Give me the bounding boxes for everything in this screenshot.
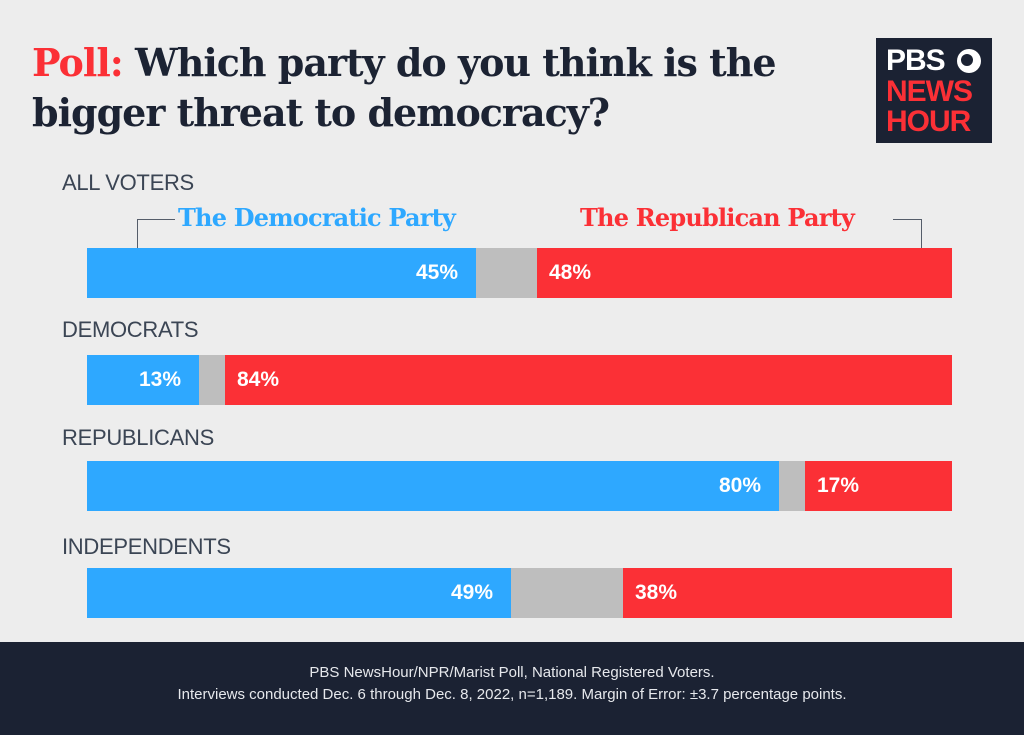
bar-segment-democratic <box>87 568 511 618</box>
footer: PBS NewsHour/NPR/Marist Poll, National R… <box>0 642 1024 735</box>
group-label: INDEPENDENTS <box>62 534 231 559</box>
value-label-republican: 17% <box>817 474 860 497</box>
logo-line1: PBS <box>886 44 946 77</box>
legend-dem: The Democratic Party <box>178 203 456 232</box>
value-label-republican: 48% <box>549 261 592 284</box>
logo-line3: HOUR <box>886 105 971 138</box>
bar-segment-democratic <box>87 355 199 405</box>
value-label-democratic: 80% <box>718 474 761 497</box>
bar-segment-republican <box>623 568 952 618</box>
title-text: Which party do you think is the bigger t… <box>32 40 777 135</box>
legend-rep: The Republican Party <box>580 203 855 232</box>
bar-row: 45% 48% <box>87 248 952 298</box>
value-label-democratic: 45% <box>415 261 458 284</box>
bar-segment-republican <box>537 248 952 298</box>
group-label: ALL VOTERS <box>62 170 194 195</box>
pbs-newshour-logo: PBS NEWS HOUR <box>876 38 992 143</box>
bar-segment-other <box>199 355 225 405</box>
title-prefix: Poll: <box>32 40 124 85</box>
value-label-democratic: 49% <box>450 581 493 604</box>
value-label-republican: 84% <box>237 368 280 391</box>
value-label-democratic: 13% <box>138 368 181 391</box>
legend-bracket-rep <box>893 219 922 249</box>
bar-segment-democratic <box>87 461 779 511</box>
group-label: DEMOCRATS <box>62 317 199 342</box>
value-label-republican: 38% <box>635 581 678 604</box>
bar-segment-other <box>476 248 537 298</box>
bar-row: 49% 38% <box>87 568 952 618</box>
legend-bracket-dem <box>137 219 175 249</box>
bar-segment-republican <box>805 461 952 511</box>
group-label: REPUBLICANS <box>62 425 214 450</box>
bar-row: 80% 17% <box>87 461 952 511</box>
pbs-head-icon <box>957 49 981 73</box>
bar-segment-democratic <box>87 248 476 298</box>
bar-segment-other <box>511 568 623 618</box>
logo-line2: NEWS <box>886 75 973 108</box>
chart-title: Poll: Which party do you think is the bi… <box>32 38 852 138</box>
bar-segment-other <box>779 461 805 511</box>
footer-source: PBS NewsHour/NPR/Marist Poll, National R… <box>309 664 715 681</box>
stacked-bar-chart: The Democratic Party The Republican Part… <box>62 170 952 618</box>
footer-methodology: Interviews conducted Dec. 6 through Dec.… <box>177 686 847 703</box>
bar-row: 13% 84% <box>87 355 952 405</box>
bar-segment-republican <box>225 355 952 405</box>
